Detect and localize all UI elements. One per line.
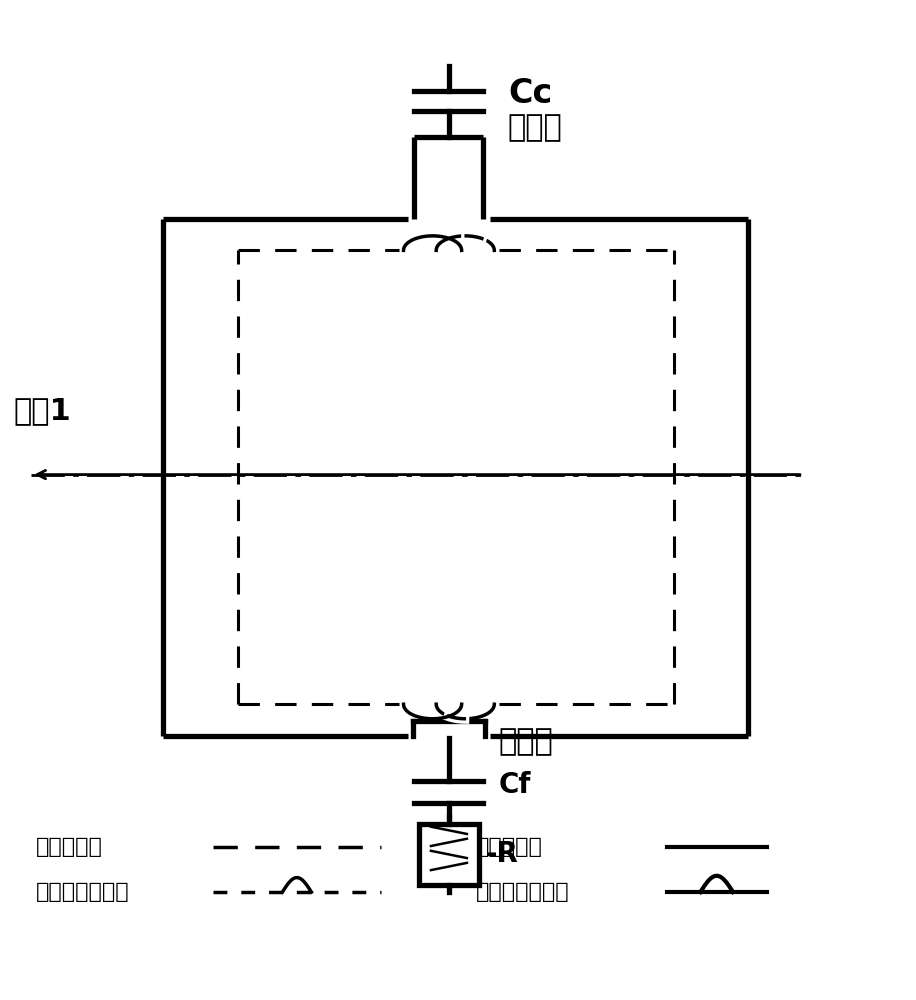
Text: Cf: Cf: [499, 771, 531, 799]
Text: 输入端: 输入端: [507, 113, 562, 142]
Text: Cc: Cc: [507, 77, 552, 110]
Text: 输出端: 输出端: [499, 727, 553, 756]
Text: 第二级线圈: 第二级线圈: [476, 837, 543, 857]
Text: 第一级线圈跨接: 第一级线圈跨接: [36, 882, 129, 902]
Text: -R: -R: [485, 840, 518, 868]
Text: 第二级线圈跨接: 第二级线圈跨接: [476, 882, 570, 902]
Text: 第一级线圈: 第一级线圈: [36, 837, 103, 857]
Text: 截面1: 截面1: [13, 397, 71, 426]
